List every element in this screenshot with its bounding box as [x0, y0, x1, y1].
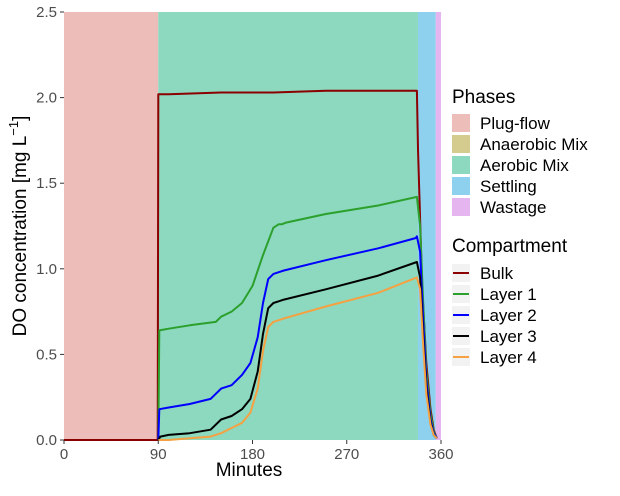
y-axis-title-sup: −1 — [6, 121, 21, 136]
series-line-5 — [158, 276, 438, 441]
phase-band-3 — [158, 12, 418, 440]
axes — [60, 11, 442, 444]
y-axis-title-main: DO concentration [mg L — [10, 136, 31, 337]
series-lines — [64, 89, 438, 441]
legend-phase-swatch-1 — [452, 114, 470, 132]
legend-phase-label-5: Wastage — [480, 198, 546, 217]
y-tick-label: 2.5 — [36, 4, 57, 21]
x-tick-label: 180 — [240, 446, 265, 463]
legend-phase-swatch-4 — [452, 177, 470, 195]
legend-phase-label-1: Plug-flow — [480, 114, 551, 133]
y-tick-label: 1.5 — [36, 175, 57, 192]
y-tick-label: 0.5 — [36, 346, 57, 363]
tick-labels: 0 90 180 270 360 0.0 0.5 1.0 1.5 2.0 2.5 — [36, 4, 453, 463]
legend-compartment-title: Compartment — [452, 236, 568, 257]
legend-phase-label-2: Anaerobic Mix — [480, 135, 588, 154]
x-tick-label: 0 — [60, 446, 68, 463]
legend-phase-label-4: Settling — [480, 177, 537, 196]
x-tick-label: 360 — [428, 446, 453, 463]
phase-band-5 — [435, 12, 441, 440]
y-axis-title: DO concentration [mg L−1] — [6, 116, 31, 337]
legend-series-label-3: Layer 2 — [480, 306, 537, 325]
x-tick-label: 270 — [334, 446, 359, 463]
x-tick-label: 90 — [150, 446, 167, 463]
phase-bands — [64, 12, 441, 440]
y-tick-label: 0.0 — [36, 432, 57, 449]
legend-phases-title: Phases — [452, 87, 515, 108]
legend-series-label-1: Bulk — [480, 264, 514, 283]
x-axis-title: Minutes — [216, 460, 283, 481]
legend-series-label-5: Layer 4 — [480, 348, 537, 367]
legend-phase-swatch-2 — [452, 135, 470, 153]
legend-phases: Phases Plug-flow Anaerobic Mix Aerobic Mix… — [452, 87, 588, 217]
legend-series-label-4: Layer 3 — [480, 327, 537, 346]
legend-series-label-2: Layer 1 — [480, 285, 537, 304]
legend-phase-swatch-5 — [452, 198, 470, 216]
y-axis-title-end: ] — [10, 116, 31, 121]
legend-compartments: Compartment Bulk Layer 1 Layer 2 Layer 3 Lay… — [452, 236, 568, 367]
legend-phase-label-3: Aerobic Mix — [480, 156, 569, 175]
phase-band-1 — [64, 12, 159, 440]
y-tick-label: 2.0 — [36, 90, 57, 107]
y-tick-label: 1.0 — [36, 261, 57, 278]
legend-phase-swatch-3 — [452, 156, 470, 174]
